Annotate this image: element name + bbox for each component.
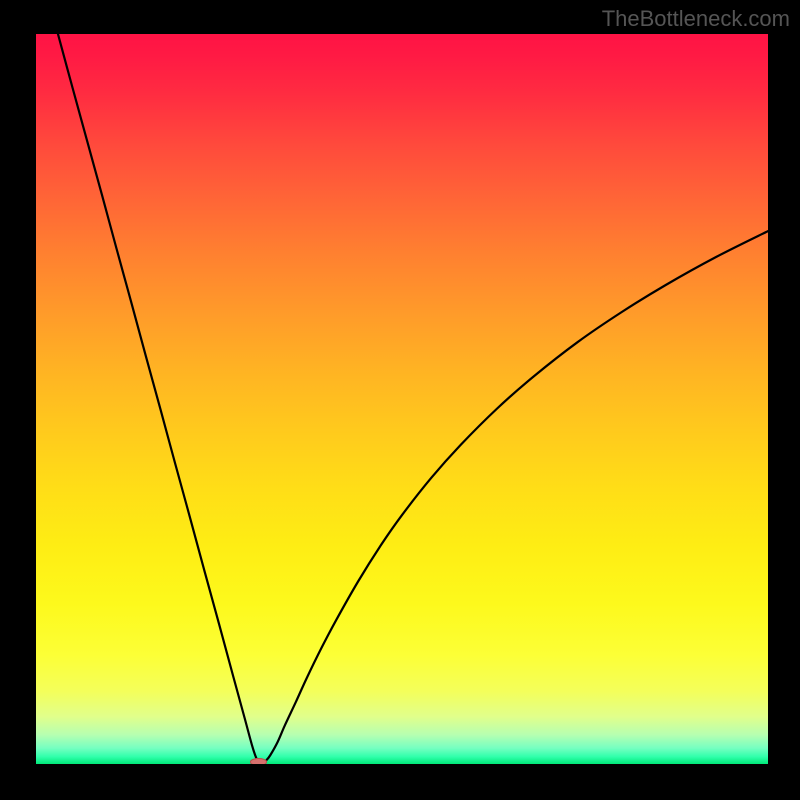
optimum-marker bbox=[250, 758, 267, 764]
plot-area bbox=[36, 34, 768, 764]
bottleneck-curve bbox=[36, 34, 768, 764]
chart-container: TheBottleneck.com bbox=[0, 0, 800, 800]
curve-path bbox=[58, 34, 768, 763]
watermark-text: TheBottleneck.com bbox=[602, 6, 790, 32]
